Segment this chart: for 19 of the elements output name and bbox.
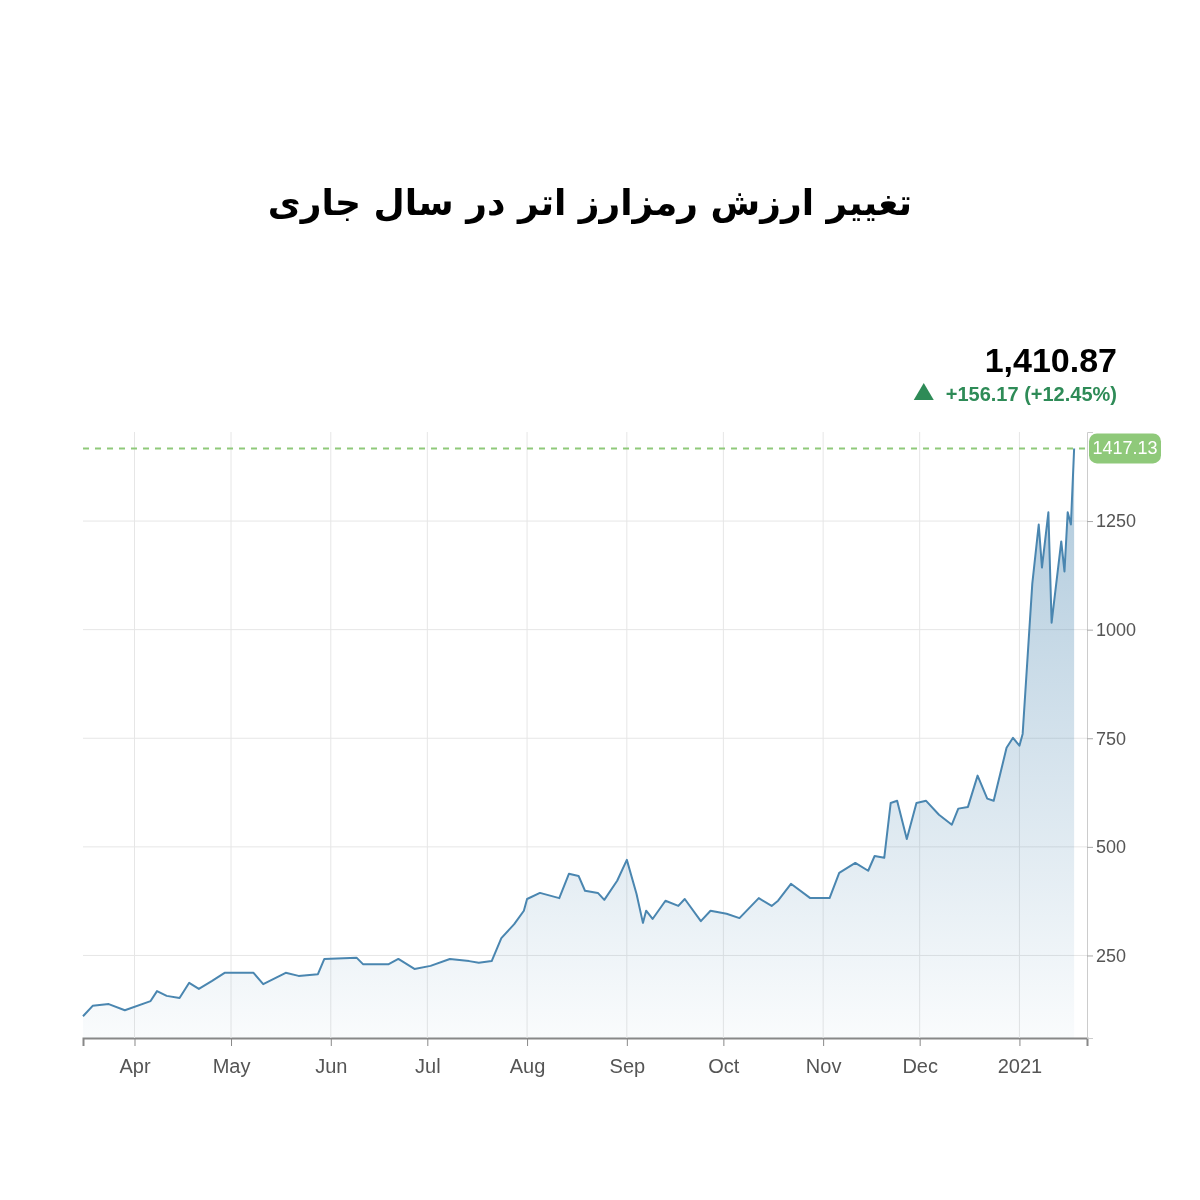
- y-tick-label: 1000: [1096, 619, 1137, 640]
- y-tick-label: 250: [1096, 945, 1127, 966]
- y-tick-label: 500: [1096, 837, 1127, 858]
- text: 1,410.87: [984, 341, 1117, 379]
- x-tick-label: Oct: [708, 1055, 740, 1077]
- x-tick-label: Jun: [315, 1055, 348, 1077]
- x-tick-label: Dec: [902, 1055, 938, 1077]
- ref-line-label: 1417.13: [1092, 438, 1158, 459]
- text: +156.17 (+12.45%): [945, 383, 1117, 405]
- x-tick-label: Apr: [119, 1055, 151, 1077]
- x-tick-label: Jul: [415, 1055, 441, 1077]
- x-tick-label: 2021: [997, 1055, 1043, 1077]
- y-tick-label: 750: [1096, 728, 1127, 749]
- x-tick-label: Nov: [805, 1055, 842, 1077]
- x-tick-label: May: [212, 1055, 251, 1077]
- x-tick-label: Sep: [609, 1055, 646, 1077]
- y-tick-label: 1250: [1096, 511, 1137, 532]
- x-tick-label: Aug: [509, 1055, 546, 1077]
- chart-title: تغییر ارزش رمزارز اتر در سال جاری: [267, 182, 913, 224]
